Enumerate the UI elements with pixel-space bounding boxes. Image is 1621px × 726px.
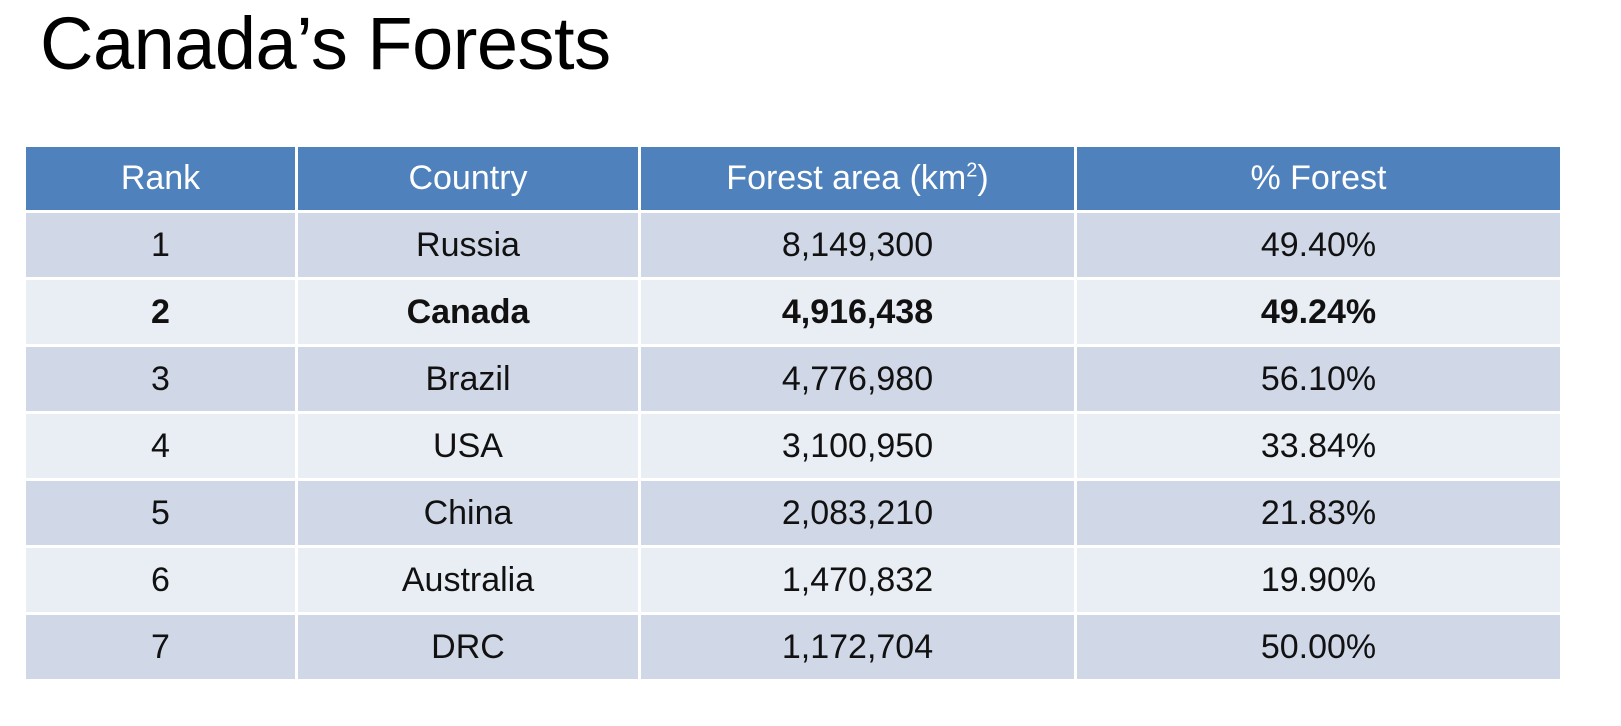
forest-area-cell: 8,149,300 [638, 210, 1077, 280]
country-cell: Russia [295, 210, 641, 280]
table-row: 6 Australia 1,470,832 19.90% [23, 545, 1563, 615]
forest-area-cell: 2,083,210 [638, 478, 1077, 548]
country-cell: USA [295, 411, 641, 481]
header-forest-area: Forest area (km2) [638, 144, 1077, 213]
header-forest-area-superscript: 2 [966, 159, 978, 182]
forest-area-cell: 4,916,438 [638, 277, 1077, 347]
table-row: 1 Russia 8,149,300 49.40% [23, 210, 1563, 280]
table-row: 7 DRC 1,172,704 50.00% [23, 612, 1563, 682]
forest-area-cell: 1,172,704 [638, 612, 1077, 682]
header-percent-forest: % Forest [1074, 144, 1563, 213]
rank-cell: 5 [23, 478, 298, 548]
forest-area-cell: 1,470,832 [638, 545, 1077, 615]
percent-forest-cell: 49.40% [1074, 210, 1563, 280]
rank-cell: 6 [23, 545, 298, 615]
table-row: 4 USA 3,100,950 33.84% [23, 411, 1563, 481]
percent-forest-cell: 33.84% [1074, 411, 1563, 481]
percent-forest-cell: 50.00% [1074, 612, 1563, 682]
header-forest-area-text: Forest area (km [726, 159, 967, 197]
table-header-row: Rank Country Forest area (km2) % Forest [23, 144, 1563, 213]
table-row: 2 Canada 4,916,438 49.24% [23, 277, 1563, 347]
table-row: 5 China 2,083,210 21.83% [23, 478, 1563, 548]
country-cell: China [295, 478, 641, 548]
country-cell: Canada [295, 277, 641, 347]
forest-area-cell: 4,776,980 [638, 344, 1077, 414]
rank-cell: 1 [23, 210, 298, 280]
rank-cell: 3 [23, 344, 298, 414]
country-cell: Brazil [295, 344, 641, 414]
rank-cell: 7 [23, 612, 298, 682]
percent-forest-cell: 19.90% [1074, 545, 1563, 615]
percent-forest-cell: 49.24% [1074, 277, 1563, 347]
header-country: Country [295, 144, 641, 213]
rank-cell: 2 [23, 277, 298, 347]
table-row: 3 Brazil 4,776,980 56.10% [23, 344, 1563, 414]
rank-cell: 4 [23, 411, 298, 481]
header-forest-area-close: ) [977, 159, 989, 197]
forest-area-cell: 3,100,950 [638, 411, 1077, 481]
percent-forest-cell: 21.83% [1074, 478, 1563, 548]
page-title: Canada’s Forests [40, 2, 611, 85]
country-cell: Australia [295, 545, 641, 615]
header-rank: Rank [23, 144, 298, 213]
percent-forest-cell: 56.10% [1074, 344, 1563, 414]
country-cell: DRC [295, 612, 641, 682]
forest-ranking-table: Rank Country Forest area (km2) % Forest … [23, 144, 1563, 682]
